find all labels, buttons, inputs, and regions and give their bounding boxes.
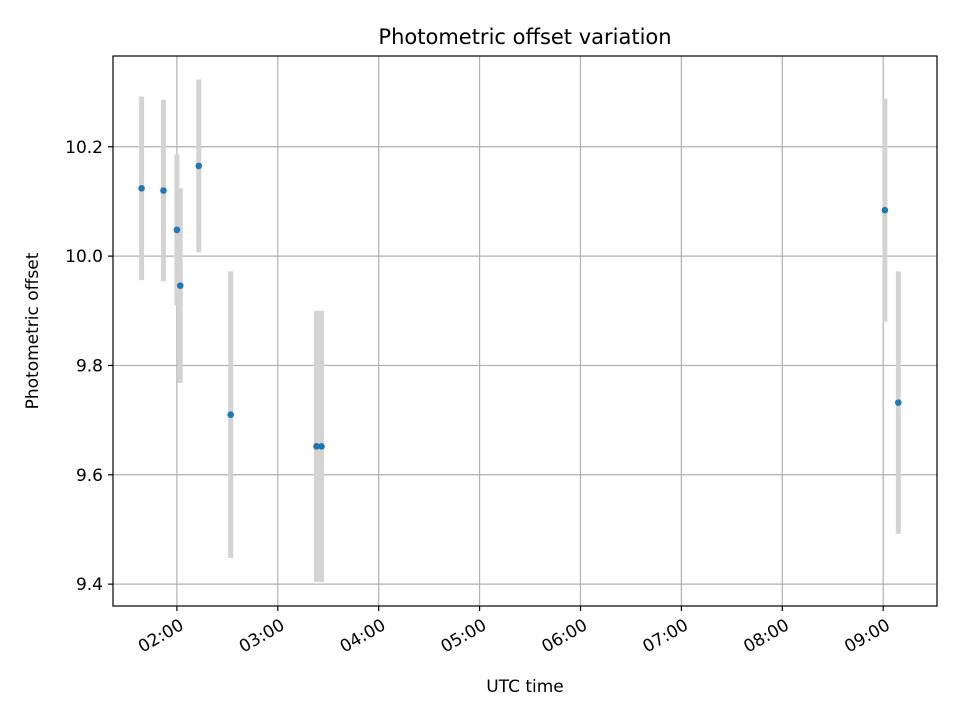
data-point — [173, 226, 181, 234]
data-point — [313, 443, 320, 450]
data-point — [227, 411, 235, 418]
data-point — [160, 187, 167, 194]
data-point — [318, 443, 325, 450]
chart-title: Photometric offset variation — [378, 25, 671, 49]
data-point — [176, 282, 184, 289]
y-tick-label: 10.2 — [65, 138, 103, 158]
data-points — [138, 162, 902, 450]
x-axis-label: UTC time — [486, 677, 564, 697]
y-tick-label: 9.6 — [76, 466, 103, 486]
data-point — [195, 162, 203, 170]
y-axis-ticks: 9.4 9.6 9.8 10.0 10.2 — [65, 138, 113, 595]
data-point — [881, 206, 889, 214]
y-tick-label: 9.4 — [76, 575, 103, 595]
plot-frame — [112, 55, 938, 607]
y-axis-label: Photometric offset — [23, 252, 43, 409]
y-tick-label: 10.0 — [65, 247, 103, 267]
y-tick-label: 9.8 — [76, 356, 103, 376]
data-point — [138, 185, 145, 192]
data-point — [895, 399, 902, 406]
